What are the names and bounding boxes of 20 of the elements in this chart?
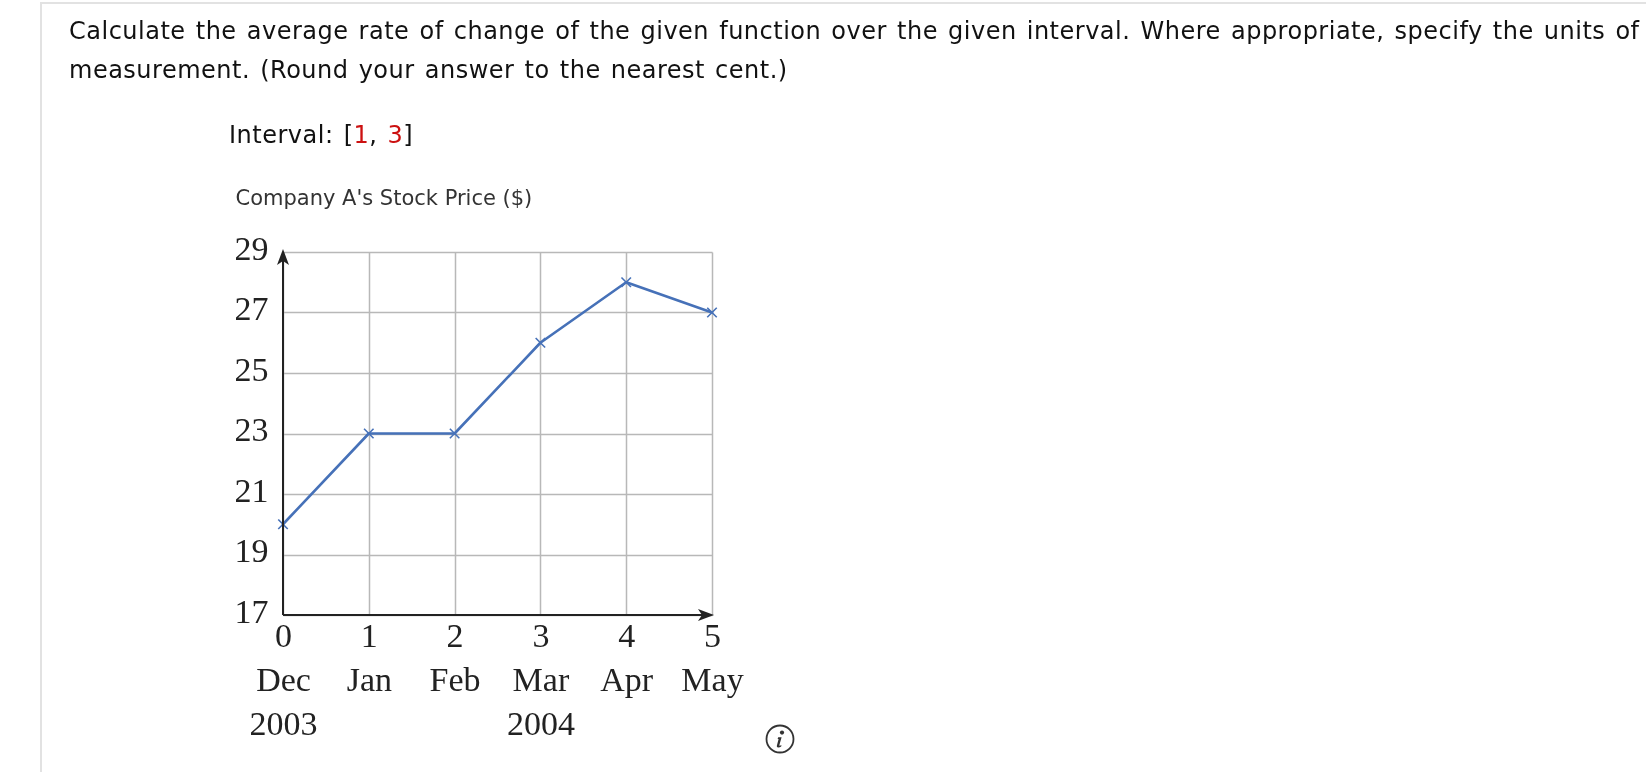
x-tick-label: 1 Jan xyxy=(346,616,392,698)
x-tick-label: 2 Feb xyxy=(429,616,481,698)
point xyxy=(534,337,546,349)
point xyxy=(620,276,632,288)
text: Interval: [1, 3] xyxy=(229,120,414,151)
y-tick-label: 25 xyxy=(234,350,269,388)
y-tick-label: 27 xyxy=(234,290,269,327)
point xyxy=(449,427,461,440)
point xyxy=(706,306,718,319)
x-tick-label: 5 May xyxy=(681,616,744,698)
y-tick-label: 29 xyxy=(234,229,269,267)
point xyxy=(363,427,375,440)
y-tick-label: 19 xyxy=(234,532,269,569)
text: Calculate the average rate of change of the given function over the given interval. Where appropriate, specify the units of measurement. (Round your answer to the nearest cent.) xyxy=(69,16,1641,86)
x-tick-label: 3 Mar 2004 xyxy=(506,616,575,742)
point xyxy=(277,518,289,530)
y-tick-label: 21 xyxy=(234,471,269,509)
y-tick-label: 23 xyxy=(234,411,269,448)
x-tick-label: 4 Apr xyxy=(600,616,654,698)
y-axis-title: Company A's Stock Price ($) xyxy=(235,185,533,210)
